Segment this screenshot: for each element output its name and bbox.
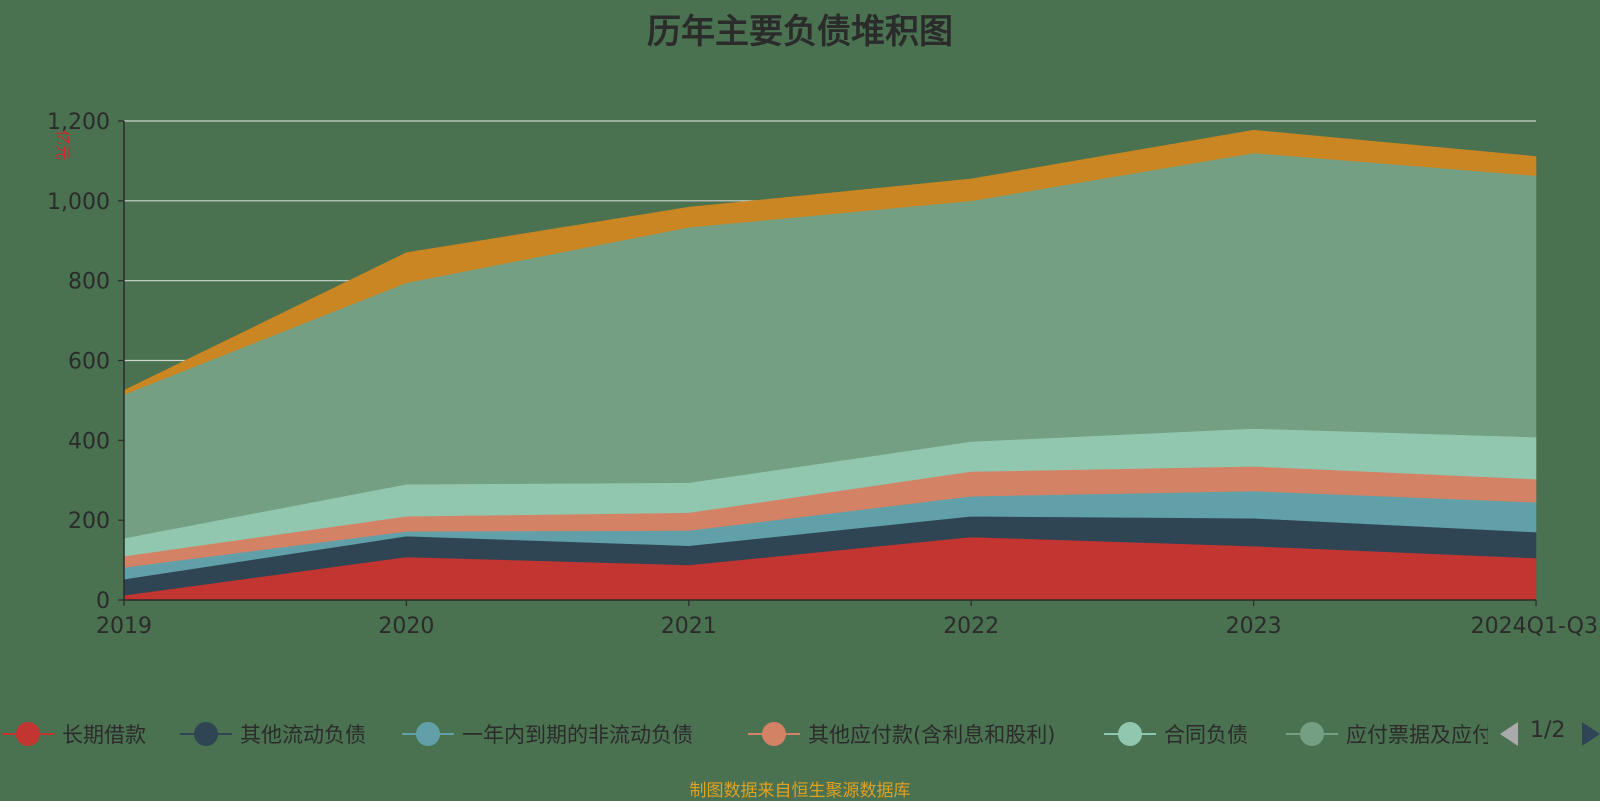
legend-marker-icon — [1104, 719, 1156, 749]
legend-label: 应付票据及应付账款 — [1346, 723, 1488, 747]
legend-label: 其他流动负债 — [240, 723, 366, 747]
legend-item[interactable]: 应付票据及应付账款 — [1286, 712, 1488, 756]
axes: 0 200 400 600 800 1,000 1,200 2019 2020 2021 2022 2… — [47, 110, 1598, 639]
legend-next-page-icon[interactable] — [1582, 722, 1600, 746]
x-tick-label: 2024Q1-Q3 — [1471, 614, 1598, 639]
data-source-footer: 制图数据来自恒生聚源数据库 — [689, 781, 911, 801]
legend-marker-icon — [402, 719, 454, 749]
legend-pager: 1/2 — [1500, 712, 1600, 756]
stacked-area-chart: 0 200 400 600 800 1,000 1,200 2019 2020 2021 2022 2… — [47, 110, 1598, 639]
y-tick-label: 800 — [68, 270, 110, 295]
legend: 长期借款 其他流动负债 一年内到期的非流动负债 其他应付款(含利息和股利) 合同负债 应付… — [0, 712, 1600, 756]
legend-label: 一年内到期的非流动负债 — [462, 723, 693, 747]
x-tick-label: 2020 — [378, 614, 434, 639]
x-tick-label: 2019 — [96, 614, 152, 639]
legend-item[interactable]: 合同负债 — [1104, 712, 1248, 756]
chart-title: 历年主要负债堆积图 — [647, 12, 953, 52]
legend-marker-icon — [180, 719, 232, 749]
x-tick-label: 2023 — [1226, 614, 1282, 639]
legend-item[interactable]: 一年内到期的非流动负债 — [402, 712, 693, 756]
x-tick-label: 2022 — [943, 614, 999, 639]
legend-label: 合同负债 — [1164, 723, 1248, 747]
legend-label: 长期借款 — [62, 723, 146, 747]
area-series-6[interactable] — [123, 129, 1537, 395]
y-tick-label: 0 — [96, 589, 110, 614]
legend-marker-icon — [2, 719, 54, 749]
x-tick-label: 2021 — [661, 614, 717, 639]
legend-item[interactable]: 其他应付款(含利息和股利) — [748, 712, 1055, 756]
y-axis-unit-label: 亿元 — [54, 130, 72, 160]
y-tick-label: 1,200 — [47, 110, 110, 135]
legend-marker-icon — [748, 719, 800, 749]
area-series — [123, 129, 1537, 601]
legend-marker-icon — [1286, 719, 1338, 749]
y-tick-label: 200 — [68, 509, 110, 534]
y-tick-label: 400 — [68, 429, 110, 454]
legend-page-indicator: 1/2 — [1530, 718, 1566, 743]
y-tick-label: 600 — [68, 350, 110, 375]
legend-label: 其他应付款(含利息和股利) — [808, 723, 1056, 747]
legend-prev-page-icon[interactable] — [1500, 722, 1518, 746]
legend-item[interactable]: 其他流动负债 — [180, 712, 366, 756]
legend-item[interactable]: 长期借款 — [2, 712, 146, 756]
y-tick-label: 1,000 — [47, 190, 110, 215]
